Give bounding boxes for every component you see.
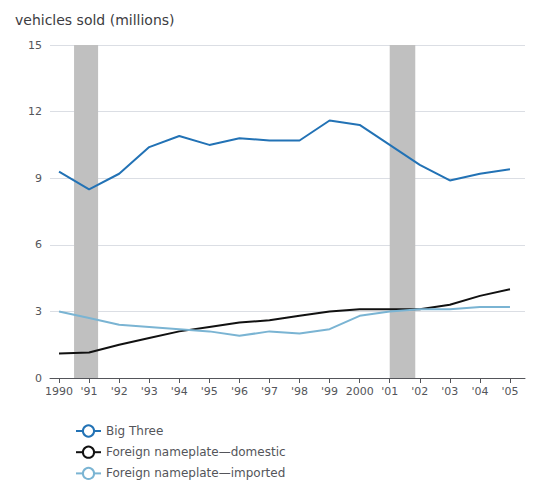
svg-text:'93: '93 xyxy=(141,385,158,398)
svg-text:2000: 2000 xyxy=(346,385,374,398)
svg-text:'97: '97 xyxy=(261,385,278,398)
svg-text:'95: '95 xyxy=(201,385,218,398)
svg-text:'91: '91 xyxy=(81,385,98,398)
svg-text:9: 9 xyxy=(35,172,42,185)
svg-text:6: 6 xyxy=(35,238,42,251)
svg-text:vehicles sold (millions): vehicles sold (millions) xyxy=(15,12,175,28)
svg-text:'99: '99 xyxy=(321,385,338,398)
svg-text:3: 3 xyxy=(35,305,42,318)
svg-text:Foreign nameplate—domestic: Foreign nameplate—domestic xyxy=(106,445,286,459)
svg-text:Big Three: Big Three xyxy=(106,424,163,438)
svg-text:'01: '01 xyxy=(381,385,398,398)
svg-text:12: 12 xyxy=(28,105,42,118)
svg-text:0: 0 xyxy=(35,372,42,385)
svg-text:'04: '04 xyxy=(471,385,488,398)
svg-text:'92: '92 xyxy=(111,385,128,398)
svg-text:'98: '98 xyxy=(291,385,308,398)
svg-text:'05: '05 xyxy=(501,385,518,398)
svg-text:15: 15 xyxy=(28,39,42,52)
svg-text:'96: '96 xyxy=(231,385,248,398)
svg-text:'02: '02 xyxy=(411,385,428,398)
svg-text:'03: '03 xyxy=(441,385,458,398)
svg-text:Foreign nameplate—imported: Foreign nameplate—imported xyxy=(106,466,285,480)
svg-text:'94: '94 xyxy=(171,385,188,398)
svg-text:1990: 1990 xyxy=(45,385,73,398)
